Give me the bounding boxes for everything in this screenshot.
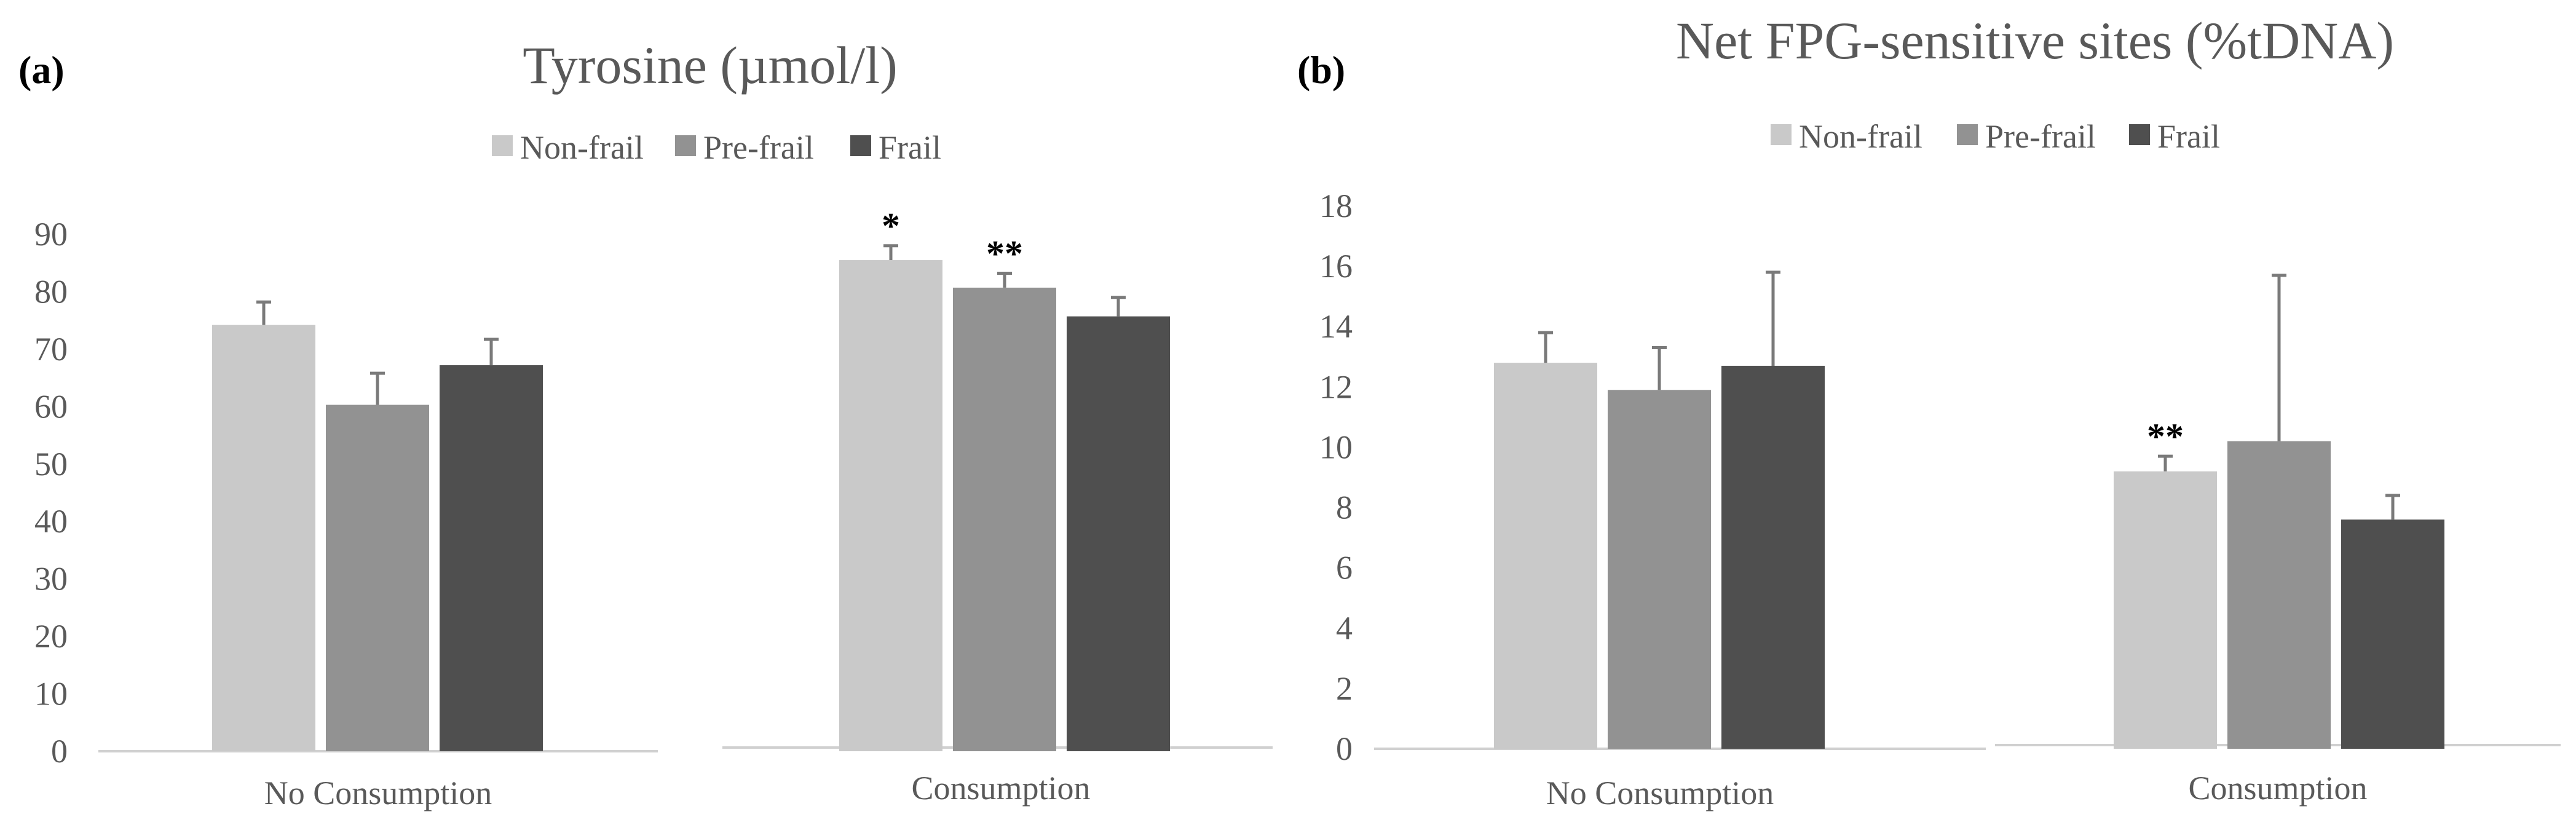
legend-label: Frail [879,129,941,166]
significance-label: * [882,206,900,247]
y-tick-label: 10 [34,676,68,712]
bar [212,325,315,751]
x-category-label: Consumption [911,770,1090,807]
legend-label: Frail [2157,118,2220,155]
legend-swatch-non-frail [492,135,513,156]
legend-label: Non-frail [520,129,644,166]
legend-swatch-frail [2129,124,2150,145]
bar [2114,471,2217,749]
legend-swatch-pre-frail [675,135,696,156]
y-tick-label: 80 [34,273,68,310]
y-tick-label: 20 [34,618,68,655]
y-tick-label: 70 [34,331,68,368]
y-tick-label: 10 [1319,428,1353,465]
y-tick-label: 2 [1336,670,1353,707]
legend-swatch-pre-frail [1957,124,1978,145]
legend-label: Pre-frail [1985,118,2096,155]
legend-swatch-non-frail [1771,124,1792,145]
y-tick-label: 0 [51,733,68,770]
bar [1608,390,1711,749]
y-tick-label: 12 [1319,368,1353,405]
bar [2227,441,2331,749]
bar [953,287,1056,751]
y-tick-label: 4 [1336,610,1353,647]
x-category-label: Consumption [2188,770,2367,807]
y-tick-label: 6 [1336,550,1353,586]
y-tick-label: 50 [34,446,68,483]
bar [1721,365,1825,749]
chart-title: Tyrosine (µmol/l) [523,36,898,95]
legend-label: Pre-frail [703,129,814,166]
x-category-label: No Consumption [1546,775,1774,811]
x-category-label: No Consumption [264,775,492,811]
y-tick-label: 8 [1336,489,1353,526]
y-tick-label: 90 [34,216,68,253]
bar [1067,316,1170,751]
legend-label: Non-frail [1799,118,1922,155]
panel-label: (b) [1297,48,1345,92]
y-tick-label: 16 [1319,248,1353,285]
chart-title: Net FPG-sensitive sites (%tDNA) [1676,11,2394,70]
bar [440,365,543,751]
y-tick-label: 0 [1336,730,1353,767]
bar [326,405,429,751]
chart-panel-b: (b) Net FPG-sensitive sites (%tDNA) Non-fr… [1297,11,2561,811]
significance-label: ** [2147,416,2184,457]
y-tick-label: 18 [1319,188,1353,224]
y-tick-label: 40 [34,503,68,540]
y-tick-label: 60 [34,388,68,425]
panel-label: (a) [18,48,65,92]
y-tick-label: 14 [1319,308,1353,345]
bar [839,260,942,751]
y-tick-label: 30 [34,561,68,598]
bar [2341,519,2444,749]
bar [1494,363,1597,749]
chart-panel-a: (a) Tyrosine (µmol/l) Non-frail Pre-frail Fr… [18,36,1273,811]
significance-label: ** [986,234,1023,274]
legend-swatch-frail [850,135,871,156]
